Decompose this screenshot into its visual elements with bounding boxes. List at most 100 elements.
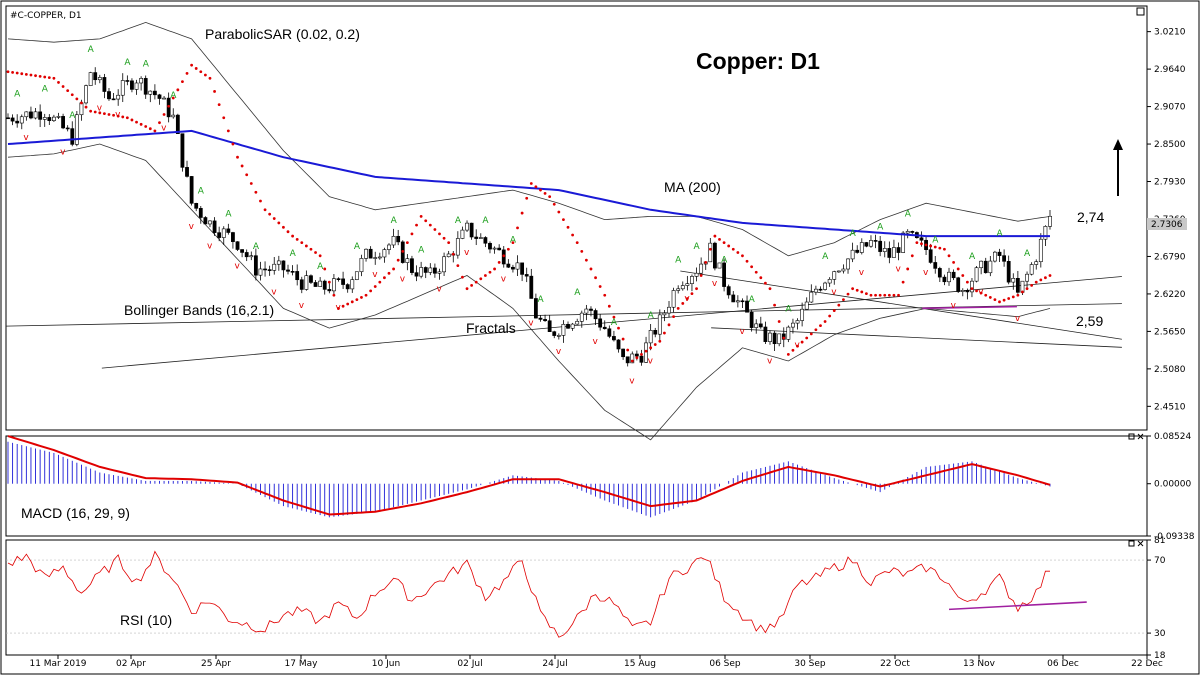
- candle-body: [10, 117, 15, 122]
- sar-dot: [842, 298, 845, 302]
- sar-dot: [947, 254, 951, 258]
- candle-body: [1002, 255, 1006, 262]
- sar-dot: [961, 274, 965, 277]
- candle-body: [827, 279, 832, 284]
- candle-body: [690, 276, 694, 284]
- sar-dot: [245, 173, 249, 177]
- candle-body: [713, 242, 717, 269]
- bollinger-label: Bollinger Bands (16,2.1): [124, 302, 274, 318]
- panel-controls-icon[interactable]: [1128, 433, 1144, 440]
- fractal-down-marker: v: [299, 301, 305, 311]
- x-tick-label: 22 Dec: [1131, 659, 1163, 669]
- fractal-up-marker: A: [611, 318, 618, 328]
- candle-body: [396, 235, 401, 243]
- sar-dot: [786, 353, 790, 356]
- sar-dot: [291, 234, 294, 238]
- sar-dot: [153, 129, 157, 133]
- fractal-down-marker: v: [629, 376, 635, 386]
- sar-dot: [607, 304, 611, 308]
- sar-dot: [6, 70, 10, 74]
- candle-body: [373, 257, 378, 259]
- candle-body: [570, 323, 575, 329]
- sar-dot: [295, 237, 299, 241]
- sar-dot: [809, 332, 813, 336]
- candle-body: [102, 77, 107, 92]
- sar-dot: [447, 241, 451, 245]
- candle-body: [267, 269, 272, 271]
- sar-dot: [594, 276, 597, 280]
- candle-body: [111, 98, 116, 101]
- candle-body: [47, 117, 52, 121]
- candle-body: [892, 247, 896, 258]
- candle-body: [231, 232, 235, 242]
- candle-body: [676, 288, 681, 291]
- sar-dot: [502, 254, 506, 258]
- sar-dot: [107, 113, 111, 116]
- sar-dot: [566, 225, 570, 229]
- candle-body: [423, 267, 428, 273]
- candle-body: [185, 167, 189, 177]
- sar-dot: [676, 306, 680, 310]
- candle-body: [88, 72, 93, 86]
- candle-body: [61, 116, 65, 129]
- candle-body: [722, 262, 726, 287]
- candle-body: [42, 117, 47, 120]
- sar-dot: [548, 195, 552, 199]
- candle-body: [387, 244, 391, 250]
- sar-dot: [226, 129, 230, 133]
- sar-dot: [355, 298, 359, 302]
- sar-dot: [263, 208, 267, 212]
- sar-dot: [929, 244, 933, 248]
- candle-body: [524, 274, 529, 277]
- sar-dot: [34, 74, 37, 78]
- fractal-up-marker: A: [969, 252, 976, 262]
- sar-dot: [920, 242, 923, 246]
- sar-dot: [892, 293, 896, 297]
- sar-dot: [259, 199, 262, 203]
- candle-body: [258, 268, 263, 276]
- y-tick-label: 2.7930: [1154, 178, 1186, 188]
- fractal-down-marker: v: [951, 301, 957, 311]
- sar-dot: [805, 336, 809, 340]
- macd-series-layer: [7, 435, 1051, 518]
- candle-body: [882, 248, 887, 252]
- sar-dot: [360, 296, 363, 299]
- sar-dot: [534, 185, 538, 189]
- candle-body: [79, 102, 84, 116]
- candle-body: [694, 272, 699, 277]
- sar-dot: [988, 296, 992, 299]
- sar-dot: [24, 72, 28, 76]
- sar-dot: [511, 241, 515, 245]
- fractal-down-marker: v: [464, 248, 470, 258]
- sar-dot: [878, 293, 882, 297]
- candle-body: [203, 217, 208, 225]
- candle-body: [350, 279, 355, 290]
- sar-dot: [52, 76, 56, 80]
- sar-dot: [158, 121, 161, 125]
- candle-body: [33, 111, 38, 119]
- sar-dot: [984, 293, 988, 297]
- fractal-up-marker: A: [418, 246, 425, 256]
- fractal-up-marker: A: [14, 89, 21, 99]
- sar-dot: [213, 90, 216, 93]
- candle-body: [680, 285, 685, 290]
- panel-controls-icon[interactable]: [1128, 540, 1144, 547]
- sar-dot: [176, 88, 180, 92]
- candle-body: [1043, 226, 1048, 240]
- maximize-icon[interactable]: [1136, 7, 1145, 16]
- sar-dot: [112, 113, 115, 117]
- candle-body: [933, 262, 938, 269]
- candle-body: [667, 306, 671, 314]
- fractal-up-marker: A: [225, 209, 232, 219]
- x-tick-label: 02 Apr: [116, 659, 146, 669]
- candle-body: [855, 249, 860, 253]
- fractal-up-marker: A: [905, 209, 912, 219]
- sar-dot: [1048, 274, 1052, 277]
- y-tick-label: 2.6220: [1154, 290, 1186, 300]
- fractal-up-marker: A: [721, 255, 728, 265]
- sar-dot: [956, 267, 960, 271]
- sar-dot: [236, 155, 239, 159]
- candle-body: [823, 282, 827, 290]
- sar-dot: [965, 280, 969, 284]
- fractal-up-marker: A: [932, 236, 939, 246]
